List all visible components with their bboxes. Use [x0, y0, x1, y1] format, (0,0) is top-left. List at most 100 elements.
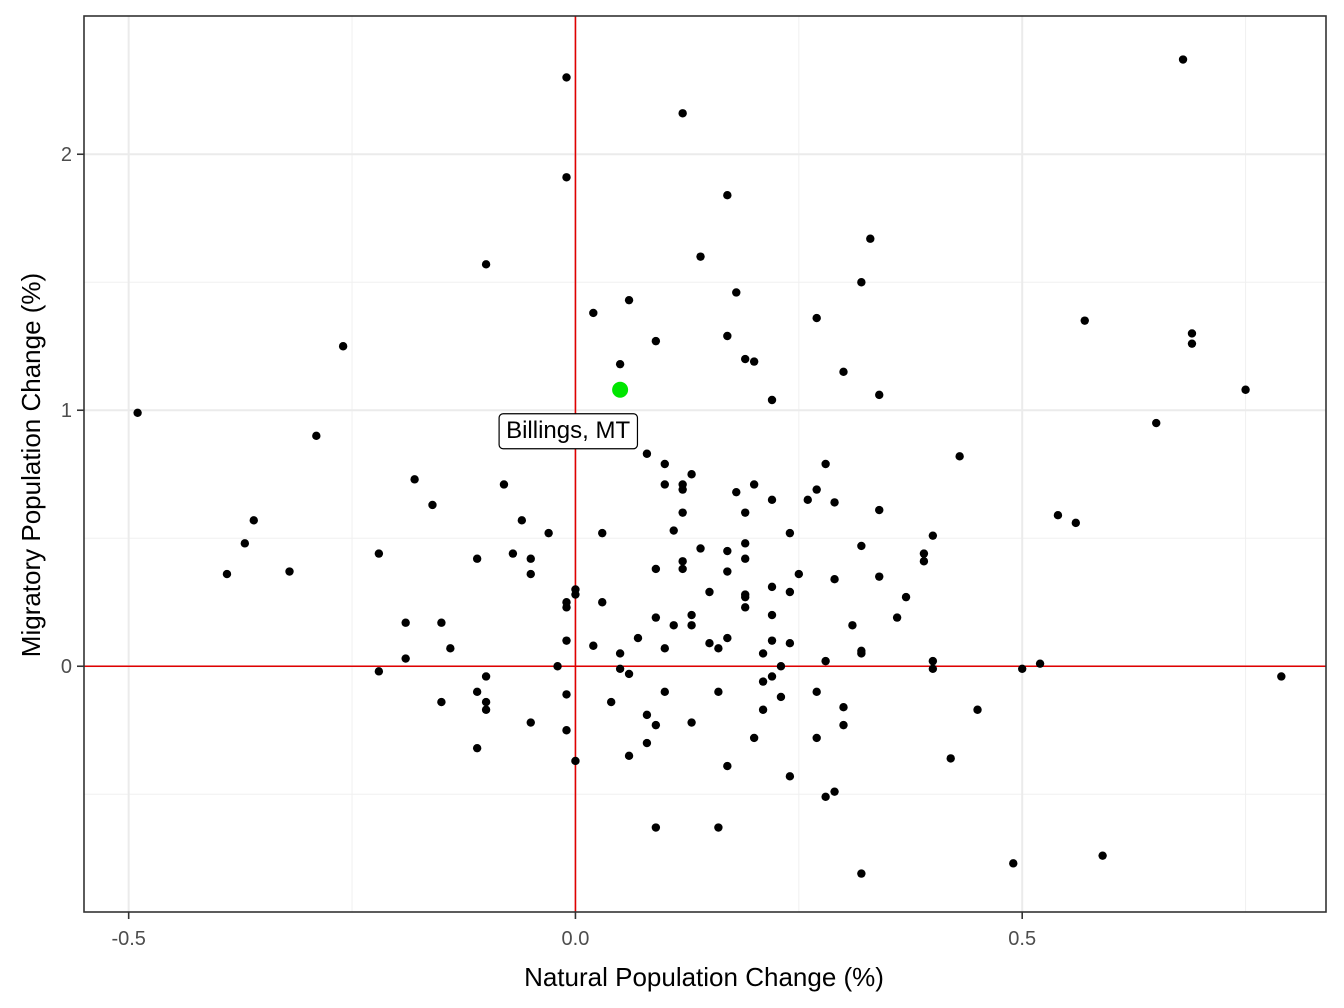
data-point	[803, 495, 812, 505]
data-point	[678, 557, 687, 566]
data-point	[839, 367, 848, 377]
y-tick-label: 1	[61, 400, 72, 422]
x-tick-label: -0.5	[111, 928, 145, 950]
data-point	[481, 672, 491, 681]
data-point	[821, 459, 830, 469]
data-point	[481, 260, 491, 269]
data-point	[830, 498, 839, 507]
data-point	[928, 664, 938, 673]
highlight-label: Billings, MT	[506, 417, 630, 444]
axis-ticks: -0.5 0.0 0.5 0 1 2	[61, 144, 1036, 950]
x-axis-title: Natural Population Change (%)	[524, 962, 884, 992]
data-point	[848, 621, 857, 630]
data-point	[678, 485, 687, 494]
data-point	[642, 449, 652, 458]
data-point	[794, 569, 804, 579]
data-point	[374, 549, 384, 558]
data-point	[562, 636, 571, 645]
data-point	[705, 587, 714, 597]
data-point	[732, 487, 741, 497]
data-point	[839, 703, 848, 712]
data-point	[928, 531, 938, 540]
data-point	[741, 603, 750, 612]
data-point	[669, 526, 678, 535]
data-point	[437, 618, 446, 627]
data-point	[571, 756, 580, 766]
data-point	[1187, 339, 1197, 348]
data-point	[589, 641, 598, 650]
data-point	[437, 697, 446, 707]
data-point	[758, 705, 768, 714]
data-point	[589, 308, 598, 318]
data-point	[812, 733, 821, 743]
data-point	[660, 687, 669, 697]
data-point	[749, 733, 759, 743]
data-point	[285, 567, 294, 576]
data-point	[723, 191, 732, 200]
data-point	[562, 690, 571, 699]
data-point	[812, 313, 821, 323]
panel-border	[83, 15, 1327, 913]
data-point	[732, 288, 741, 297]
data-point	[892, 613, 902, 622]
data-point	[472, 743, 482, 753]
data-point	[714, 687, 723, 697]
data-point	[875, 390, 884, 400]
data-point	[1035, 659, 1045, 668]
data-point	[508, 549, 518, 558]
data-point	[401, 618, 410, 627]
data-point	[714, 644, 723, 653]
x-tick-label: 0.0	[562, 928, 590, 950]
data-point	[446, 644, 455, 653]
data-point	[857, 649, 866, 658]
data-point	[687, 610, 696, 620]
data-point	[633, 633, 643, 643]
data-point	[526, 554, 535, 563]
data-point	[776, 662, 786, 671]
highlight-label-box	[498, 413, 639, 450]
data-point	[624, 669, 634, 679]
data-point	[651, 564, 661, 574]
y-axis-title: Migratory Population Change (%)	[16, 273, 46, 657]
data-point	[651, 823, 661, 832]
data-point	[812, 687, 821, 697]
data-point	[705, 639, 714, 648]
y-tick-label: 2	[61, 144, 72, 166]
data-point	[481, 705, 491, 714]
data-point	[651, 336, 661, 346]
data-point	[481, 697, 491, 707]
data-point	[240, 539, 250, 548]
data-point	[919, 557, 929, 566]
data-point	[723, 567, 732, 576]
data-point	[133, 408, 142, 417]
data-point	[955, 452, 964, 461]
data-point	[723, 331, 732, 341]
data-point	[919, 549, 929, 558]
data-point	[571, 590, 580, 599]
data-point	[249, 516, 258, 525]
data-point	[598, 528, 607, 538]
data-point	[660, 480, 669, 489]
data-point	[615, 664, 625, 673]
data-point	[517, 516, 527, 525]
data-point	[669, 621, 678, 630]
data-point	[410, 475, 419, 484]
data-point	[973, 705, 982, 714]
data-point	[687, 621, 696, 630]
data-point	[687, 718, 696, 727]
data-point	[901, 592, 911, 602]
data-point	[866, 234, 875, 243]
data-point	[526, 569, 535, 579]
data-point	[767, 610, 777, 620]
data-point	[678, 564, 687, 574]
data-point	[928, 656, 938, 666]
data-point	[1071, 518, 1081, 528]
data-point	[821, 656, 830, 666]
data-point	[401, 654, 410, 663]
data-point	[374, 667, 384, 676]
data-point	[1241, 385, 1250, 394]
data-point	[615, 649, 625, 658]
data-point	[767, 636, 777, 645]
